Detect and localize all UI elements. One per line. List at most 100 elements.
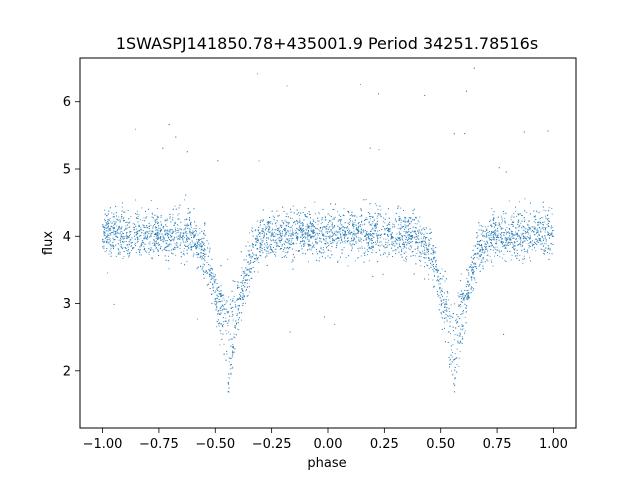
data-point bbox=[360, 228, 362, 230]
data-point bbox=[259, 233, 261, 235]
data-point bbox=[537, 230, 539, 232]
data-point bbox=[313, 226, 315, 228]
data-point bbox=[363, 239, 365, 241]
data-point bbox=[383, 217, 385, 219]
data-point bbox=[200, 243, 202, 245]
data-point bbox=[365, 232, 367, 234]
data-point bbox=[352, 227, 354, 229]
data-point bbox=[259, 251, 261, 253]
data-point bbox=[374, 230, 376, 232]
data-point bbox=[459, 333, 461, 335]
data-point bbox=[232, 346, 234, 348]
data-point bbox=[373, 233, 375, 235]
data-point bbox=[534, 228, 536, 230]
data-point bbox=[485, 234, 487, 236]
data-point bbox=[445, 317, 447, 319]
data-point bbox=[527, 224, 529, 226]
data-point bbox=[395, 242, 397, 244]
data-point bbox=[474, 253, 476, 255]
data-point bbox=[104, 226, 106, 228]
data-point bbox=[353, 238, 355, 240]
data-point bbox=[462, 311, 464, 313]
data-point bbox=[354, 260, 356, 262]
data-point bbox=[535, 232, 537, 234]
data-point bbox=[467, 294, 469, 296]
data-point bbox=[176, 232, 178, 234]
data-point bbox=[119, 251, 121, 253]
data-point bbox=[160, 223, 162, 225]
data-point bbox=[167, 237, 169, 239]
data-point bbox=[334, 231, 336, 233]
data-point bbox=[540, 228, 542, 230]
data-point bbox=[530, 241, 532, 243]
data-point bbox=[192, 231, 194, 233]
data-point bbox=[413, 237, 415, 239]
data-point bbox=[246, 274, 248, 276]
data-point bbox=[415, 216, 417, 218]
data-point bbox=[308, 225, 310, 227]
data-point bbox=[267, 226, 269, 228]
data-point bbox=[313, 220, 315, 222]
data-point bbox=[312, 219, 314, 221]
data-point bbox=[473, 262, 475, 264]
data-point bbox=[175, 254, 177, 256]
data-point bbox=[317, 253, 319, 255]
data-point bbox=[332, 208, 334, 210]
data-point bbox=[319, 237, 321, 239]
data-point bbox=[536, 240, 538, 242]
data-point bbox=[437, 276, 439, 278]
data-point bbox=[281, 220, 283, 222]
data-point bbox=[103, 234, 105, 236]
data-point bbox=[356, 236, 358, 238]
data-point bbox=[324, 251, 326, 253]
data-point bbox=[436, 291, 438, 293]
data-point bbox=[355, 235, 357, 237]
data-point bbox=[309, 244, 311, 246]
data-point bbox=[299, 242, 301, 244]
data-point bbox=[156, 221, 158, 223]
data-point bbox=[369, 234, 371, 236]
data-point bbox=[108, 239, 110, 241]
data-point bbox=[105, 235, 107, 237]
data-point bbox=[279, 230, 281, 232]
data-point bbox=[456, 371, 458, 373]
data-point bbox=[121, 214, 123, 216]
data-point bbox=[309, 217, 311, 219]
data-point bbox=[534, 242, 536, 244]
data-point bbox=[103, 235, 105, 237]
data-point bbox=[537, 231, 539, 233]
data-point bbox=[243, 276, 245, 278]
data-point bbox=[419, 231, 421, 233]
data-point bbox=[220, 332, 222, 334]
data-point bbox=[394, 218, 396, 220]
data-point bbox=[266, 244, 268, 246]
data-point bbox=[531, 231, 533, 233]
data-point bbox=[206, 240, 208, 242]
data-point bbox=[216, 307, 218, 309]
data-point bbox=[512, 234, 514, 236]
data-point bbox=[120, 217, 122, 219]
data-point bbox=[395, 249, 397, 251]
data-point bbox=[520, 237, 522, 239]
data-point bbox=[104, 228, 106, 230]
data-point bbox=[359, 240, 361, 242]
data-point bbox=[204, 244, 206, 246]
data-point bbox=[278, 237, 280, 239]
data-point bbox=[464, 299, 466, 301]
data-point bbox=[195, 248, 197, 250]
data-point bbox=[433, 271, 435, 273]
data-point bbox=[520, 222, 522, 224]
data-point bbox=[138, 214, 140, 216]
data-point bbox=[232, 350, 234, 352]
data-point bbox=[151, 231, 153, 233]
data-point bbox=[140, 227, 142, 229]
data-point bbox=[160, 221, 162, 223]
data-point bbox=[418, 231, 420, 233]
data-point bbox=[372, 232, 374, 234]
data-point bbox=[434, 251, 436, 253]
data-point bbox=[325, 219, 327, 221]
data-point bbox=[213, 276, 215, 278]
data-point bbox=[183, 229, 185, 231]
data-point bbox=[540, 223, 542, 225]
data-point bbox=[405, 241, 407, 243]
